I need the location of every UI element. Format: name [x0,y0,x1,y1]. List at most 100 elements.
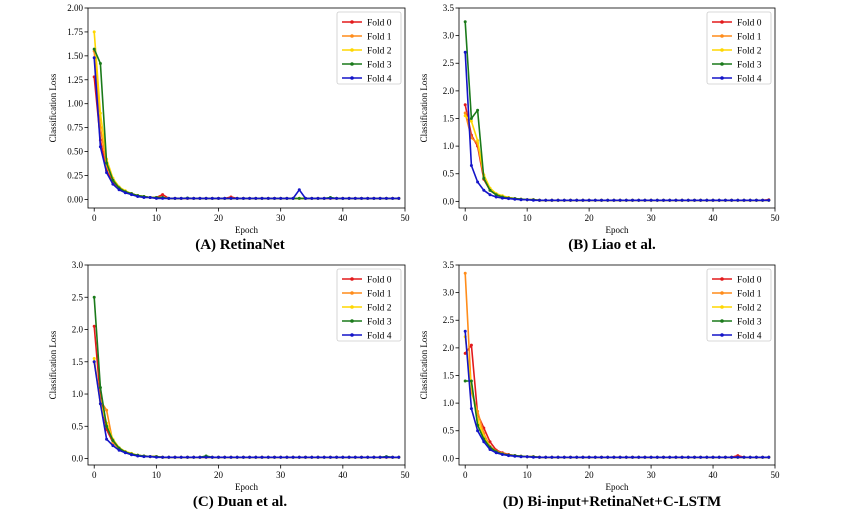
data-point [643,198,647,202]
series-line-fold-1 [93,361,399,459]
series-line-fold-4 [93,361,399,459]
data-point [335,196,339,200]
data-point [488,188,492,192]
x-tick-label: 10 [523,213,533,223]
data-point [686,455,690,459]
data-point [378,455,382,459]
data-point [98,402,102,406]
legend-label: Fold 1 [367,33,392,43]
x-axis-label: Epoch [235,482,258,492]
data-point [273,196,276,200]
y-axis-label: Classification Loss [48,330,58,399]
data-point [569,198,572,202]
legend-label: Fold 3 [737,61,762,71]
data-point [148,196,152,199]
data-point [322,196,326,200]
data-point [606,455,610,459]
legend-label: Fold 0 [737,19,762,29]
x-tick-label: 30 [647,213,657,223]
data-point [612,455,616,459]
data-point [92,295,96,299]
legend-label: Fold 1 [737,290,762,300]
data-point [173,455,177,459]
legend-marker [350,76,354,80]
data-point [241,455,245,459]
x-tick-label: 0 [92,213,97,223]
data-point [618,455,622,459]
legend-label: Fold 3 [367,61,392,71]
panel-caption: (D) Bi-input+RetinaNet+C-LSTM [503,494,721,510]
data-point [494,195,498,199]
x-tick-label: 40 [709,470,719,480]
data-point [241,196,245,200]
data-point [130,193,133,197]
series-line-fold-0 [464,104,769,202]
data-point [469,379,473,383]
data-point [550,455,554,459]
data-point [705,455,709,459]
x-tick-label: 10 [523,470,533,480]
data-point [618,198,622,202]
legend-marker [350,319,354,323]
data-point [556,455,560,459]
x-tick-label: 20 [585,470,595,480]
data-point [482,176,486,180]
data-point [285,196,289,200]
data-point [463,379,467,383]
data-point [538,455,541,459]
data-point [463,351,467,355]
data-point [92,56,96,60]
legend-marker [720,48,724,52]
data-point [469,407,473,411]
y-axis-label: Classification Loss [419,73,429,142]
series-line-fold-2 [93,358,399,459]
data-point [655,455,659,459]
data-point [161,193,165,197]
data-point [204,196,208,200]
data-point [575,198,579,202]
data-point [476,429,480,433]
data-point [767,198,771,202]
data-point [142,196,146,199]
data-point [476,180,480,184]
data-point [736,455,740,459]
data-point [680,198,684,202]
data-point [649,455,653,459]
legend-marker [720,333,724,337]
x-tick-label: 20 [214,470,224,480]
x-tick-label: 0 [92,470,97,480]
data-point [507,454,511,458]
data-point [674,198,678,202]
data-point [538,198,541,202]
y-tick-label: 2.5 [443,58,455,68]
data-point [316,196,320,200]
y-tick-label: 0.0 [72,454,84,464]
y-tick-label: 2.00 [67,3,83,13]
legend-label: Fold 0 [737,276,762,286]
data-point [223,455,227,459]
data-point [372,455,376,459]
data-point [550,198,554,202]
legend-label: Fold 4 [367,75,392,85]
data-point [92,47,96,51]
data-point [507,197,511,201]
data-point [575,455,579,459]
data-point [494,451,498,455]
legend-marker [720,76,724,80]
data-point [463,111,467,115]
data-point [360,455,363,459]
x-tick-label: 50 [771,470,781,480]
data-point [469,343,473,347]
data-point [463,103,467,107]
data-point [643,455,647,459]
data-point [285,455,289,459]
data-point [500,196,504,200]
data-point [384,196,388,200]
data-point [525,455,529,459]
data-point [142,455,146,459]
data-point [192,196,196,200]
y-tick-label: 1.0 [72,389,84,399]
data-point [366,455,370,459]
legend-label: Fold 4 [367,332,392,342]
data-point [581,455,585,459]
